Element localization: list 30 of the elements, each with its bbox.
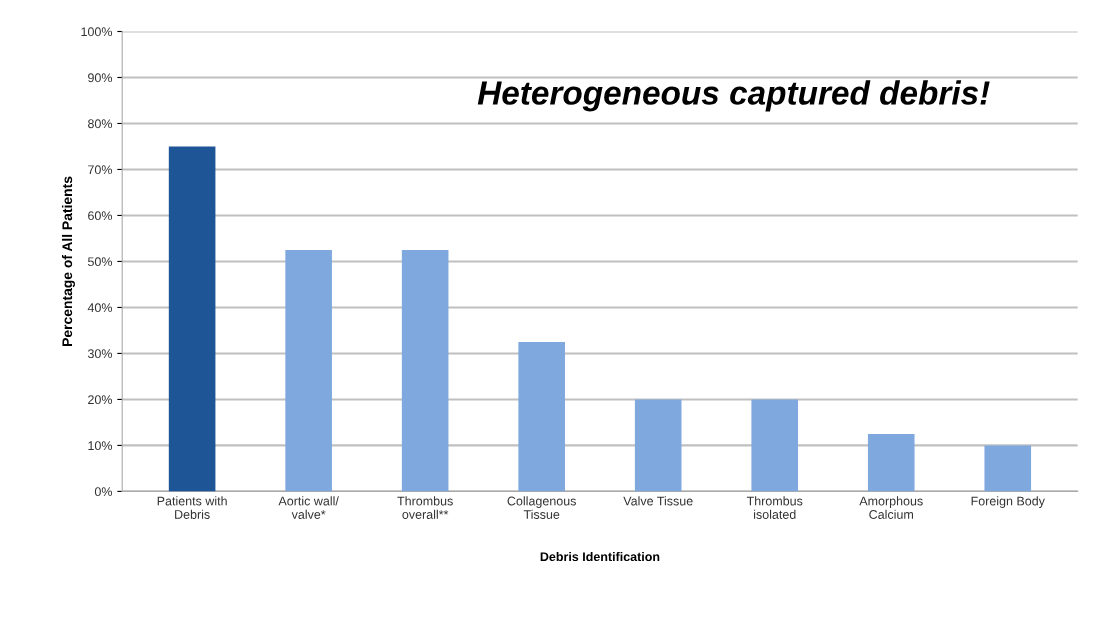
bar (867, 433, 915, 492)
x-axis-title: Debris Identification (540, 551, 660, 562)
x-tick-label: Thrombus overall** (397, 496, 453, 519)
x-tick-label: Thrombus isolated (746, 496, 803, 519)
y-tick-label: 0% (94, 487, 113, 497)
y-tick-label: 40% (87, 303, 113, 313)
x-tick-label: Patients with Debris (157, 496, 227, 519)
x-tick-label: Collagenous Tissue (507, 496, 576, 519)
x-tick-label: Foreign Body (971, 496, 1045, 508)
y-tick-label: 80% (88, 119, 113, 129)
y-tick-label: 50% (87, 257, 113, 267)
y-tick-label: 100% (81, 27, 113, 37)
text: Heterogeneous captured debris! (477, 80, 990, 112)
bar (518, 341, 565, 492)
bar (634, 399, 682, 492)
y-tick-label: 60% (88, 211, 113, 221)
bar (401, 249, 449, 492)
x-tick-label: Valve Tissue (623, 496, 693, 506)
y-axis-title: Percentage of All Patients (61, 176, 75, 346)
x-tick-label: Amorphous Calcium (859, 496, 923, 519)
bar (168, 146, 216, 492)
bar (751, 399, 799, 492)
bar (285, 249, 332, 492)
y-tick-label: 10% (88, 441, 113, 451)
y-tick-label: 30% (87, 349, 113, 359)
x-tick-label: Aortic wall/ valve* (278, 496, 339, 519)
bar (984, 445, 1032, 492)
y-tick-label: 20% (88, 395, 113, 405)
y-tick-label: 90% (88, 73, 113, 83)
y-tick-label: 70% (88, 165, 113, 175)
